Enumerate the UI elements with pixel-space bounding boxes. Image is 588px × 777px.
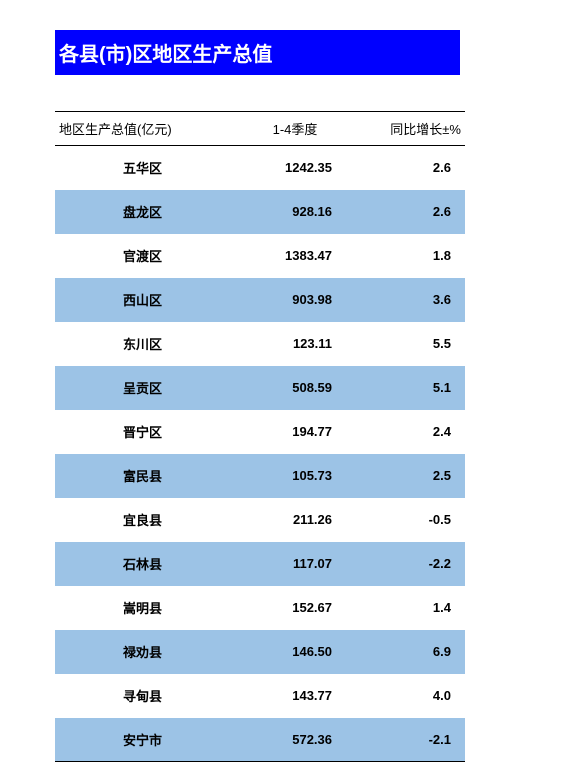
table-row: 寻甸县143.774.0: [55, 674, 465, 718]
cell-region: 富民县: [55, 454, 230, 498]
header-region: 地区生产总值(亿元): [55, 112, 230, 146]
cell-growth: 2.4: [360, 410, 465, 454]
cell-growth: -0.5: [360, 498, 465, 542]
table-row: 安宁市572.36-2.1: [55, 718, 465, 762]
cell-region: 晋宁区: [55, 410, 230, 454]
table-row: 嵩明县152.671.4: [55, 586, 465, 630]
header-quarter: 1-4季度: [230, 112, 360, 146]
cell-growth: 2.6: [360, 190, 465, 234]
cell-growth: 6.9: [360, 630, 465, 674]
table-header-row: 地区生产总值(亿元) 1-4季度 同比增长±%: [55, 112, 465, 146]
cell-value: 152.67: [230, 586, 360, 630]
table-row: 五华区1242.352.6: [55, 146, 465, 190]
gdp-table: 地区生产总值(亿元) 1-4季度 同比增长±% 五华区1242.352.6盘龙区…: [55, 111, 465, 762]
cell-region: 宜良县: [55, 498, 230, 542]
cell-growth: 5.1: [360, 366, 465, 410]
cell-value: 572.36: [230, 718, 360, 762]
cell-region: 东川区: [55, 322, 230, 366]
cell-region: 五华区: [55, 146, 230, 190]
cell-growth: 5.5: [360, 322, 465, 366]
cell-growth: -2.1: [360, 718, 465, 762]
cell-region: 官渡区: [55, 234, 230, 278]
cell-growth: 2.5: [360, 454, 465, 498]
cell-value: 1242.35: [230, 146, 360, 190]
cell-value: 143.77: [230, 674, 360, 718]
table-row: 宜良县211.26-0.5: [55, 498, 465, 542]
cell-value: 123.11: [230, 322, 360, 366]
cell-region: 禄劝县: [55, 630, 230, 674]
table-row: 石林县117.07-2.2: [55, 542, 465, 586]
cell-growth: -2.2: [360, 542, 465, 586]
cell-value: 211.26: [230, 498, 360, 542]
cell-value: 928.16: [230, 190, 360, 234]
cell-region: 安宁市: [55, 718, 230, 762]
cell-value: 105.73: [230, 454, 360, 498]
table-body: 五华区1242.352.6盘龙区928.162.6官渡区1383.471.8西山…: [55, 146, 465, 762]
table-row: 晋宁区194.772.4: [55, 410, 465, 454]
cell-region: 寻甸县: [55, 674, 230, 718]
table-row: 西山区903.983.6: [55, 278, 465, 322]
cell-region: 西山区: [55, 278, 230, 322]
cell-value: 1383.47: [230, 234, 360, 278]
cell-value: 194.77: [230, 410, 360, 454]
cell-value: 903.98: [230, 278, 360, 322]
cell-growth: 1.8: [360, 234, 465, 278]
cell-region: 呈贡区: [55, 366, 230, 410]
cell-region: 嵩明县: [55, 586, 230, 630]
table-row: 官渡区1383.471.8: [55, 234, 465, 278]
cell-growth: 4.0: [360, 674, 465, 718]
cell-region: 盘龙区: [55, 190, 230, 234]
header-growth: 同比增长±%: [360, 112, 465, 146]
page-title: 各县(市)区地区生产总值: [55, 30, 460, 75]
cell-value: 508.59: [230, 366, 360, 410]
table-row: 东川区123.115.5: [55, 322, 465, 366]
cell-region: 石林县: [55, 542, 230, 586]
cell-growth: 3.6: [360, 278, 465, 322]
table-row: 禄劝县146.506.9: [55, 630, 465, 674]
cell-growth: 1.4: [360, 586, 465, 630]
table-row: 呈贡区508.595.1: [55, 366, 465, 410]
cell-value: 146.50: [230, 630, 360, 674]
table-row: 富民县105.732.5: [55, 454, 465, 498]
cell-growth: 2.6: [360, 146, 465, 190]
cell-value: 117.07: [230, 542, 360, 586]
table-row: 盘龙区928.162.6: [55, 190, 465, 234]
